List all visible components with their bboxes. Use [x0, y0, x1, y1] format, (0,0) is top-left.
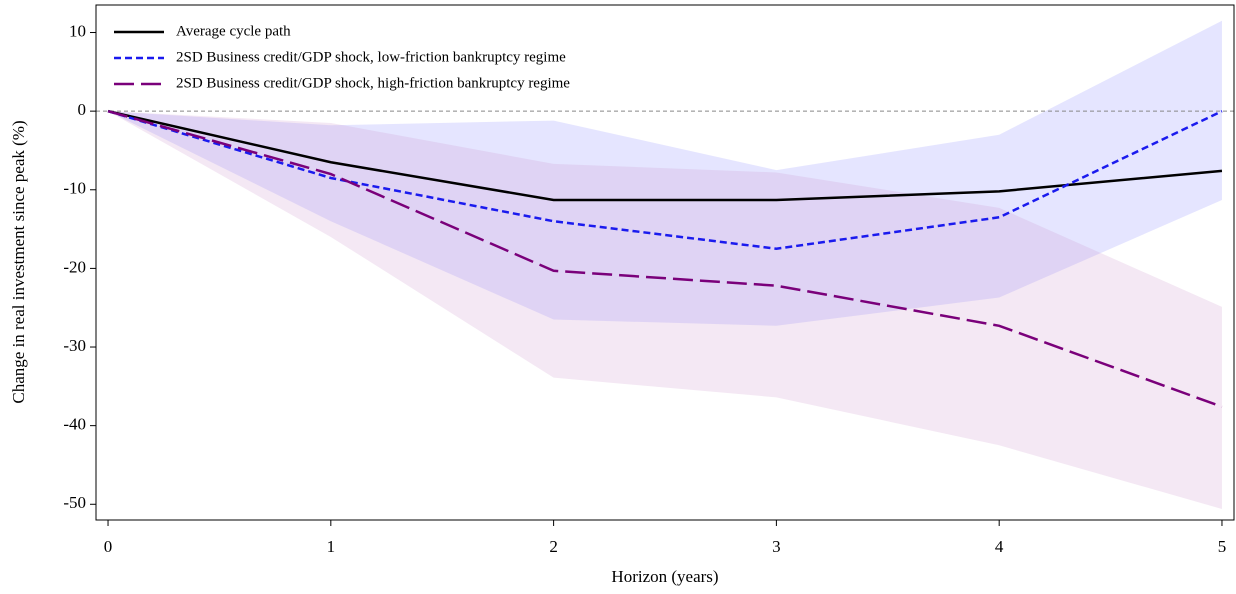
y-tick-label: 0 — [78, 100, 87, 119]
series-line — [107, 109, 1223, 408]
x-axis-label: Horizon (years) — [611, 567, 718, 586]
legend-label: 2SD Business credit/GDP shock, low-frict… — [176, 49, 566, 65]
y-tick-label: -50 — [63, 493, 86, 512]
x-tick-label: 5 — [1218, 537, 1227, 556]
series-line — [107, 109, 1223, 251]
confidence-band — [108, 20, 1222, 326]
x-tick-label: 3 — [772, 537, 781, 556]
y-tick-label: -40 — [63, 415, 86, 434]
x-tick-label: 0 — [104, 537, 113, 556]
legend: Average cycle path 2SD Business credit/GD… — [114, 23, 570, 91]
confidence-band — [108, 111, 1222, 509]
y-tick-label: -10 — [63, 179, 86, 198]
y-tick-label: -20 — [63, 257, 86, 276]
legend-label: 2SD Business credit/GDP shock, high-fric… — [176, 75, 570, 91]
y-axis-label: Change in real investment since peak (%) — [9, 120, 28, 403]
x-tick-label: 2 — [549, 537, 558, 556]
y-tick-label: 10 — [69, 21, 86, 40]
x-tick-label: 4 — [995, 537, 1004, 556]
y-tick-label: -30 — [63, 336, 86, 355]
legend-label: Average cycle path — [176, 23, 291, 39]
series-line — [107, 109, 1223, 202]
plot-frame — [95, 4, 1235, 521]
x-tick-label: 1 — [327, 537, 336, 556]
